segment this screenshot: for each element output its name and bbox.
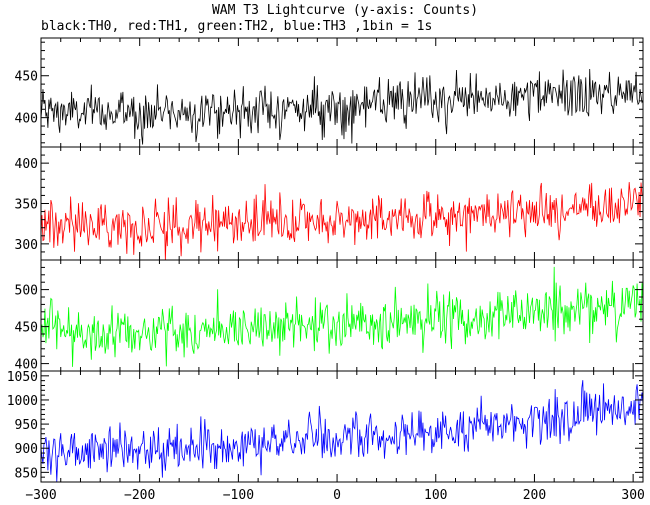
panel-3: 850 900 950 1000 1050 [7, 370, 644, 483]
y-tick-label: 1000 [7, 394, 38, 409]
y-tick-label: 300 [15, 238, 38, 253]
x-tick-label: −300 [25, 488, 56, 503]
y-tick-label: 850 [15, 466, 38, 481]
y-tick-label: 450 [15, 70, 38, 85]
x-tick-label: 300 [621, 488, 644, 503]
y-tick-label: 450 [15, 321, 38, 336]
y-tick-label: 400 [15, 358, 38, 373]
panel-2: 400 450 500 [15, 259, 644, 373]
chart-subtitle: black:TH0, red:TH1, green:TH2, blue:TH3 … [41, 19, 432, 34]
series-line-1 [41, 182, 643, 260]
y-tick-label: 500 [15, 284, 38, 299]
x-tick-label: 0 [333, 488, 341, 503]
x-tick-label: −200 [124, 488, 155, 503]
y-tick-label: 350 [15, 198, 38, 213]
y-tick-label: 950 [15, 418, 38, 433]
x-axis: −300 −200 −100 0 100 200 300 [25, 488, 645, 503]
panel-1: 300 350 400 [15, 146, 644, 261]
series-line-3 [41, 380, 643, 482]
series-line-2 [41, 266, 643, 367]
x-tick-label: 100 [424, 488, 447, 503]
panel-frame-3 [40, 370, 644, 483]
panel-0: 400 450 [15, 37, 644, 148]
y-tick-label: 900 [15, 442, 38, 457]
panels-group: 400 450 300 350 400 400 450 500 850 900 950 1000 105… [7, 37, 644, 483]
x-tick-label: 200 [523, 488, 546, 503]
y-tick-label: 400 [15, 157, 38, 172]
y-tick-label: 400 [15, 112, 38, 127]
x-tick-label: −100 [223, 488, 254, 503]
y-tick-label: 1050 [7, 370, 38, 385]
series-line-0 [41, 68, 643, 145]
chart-title: WAM T3 Lightcurve (y-axis: Counts) [212, 3, 478, 18]
